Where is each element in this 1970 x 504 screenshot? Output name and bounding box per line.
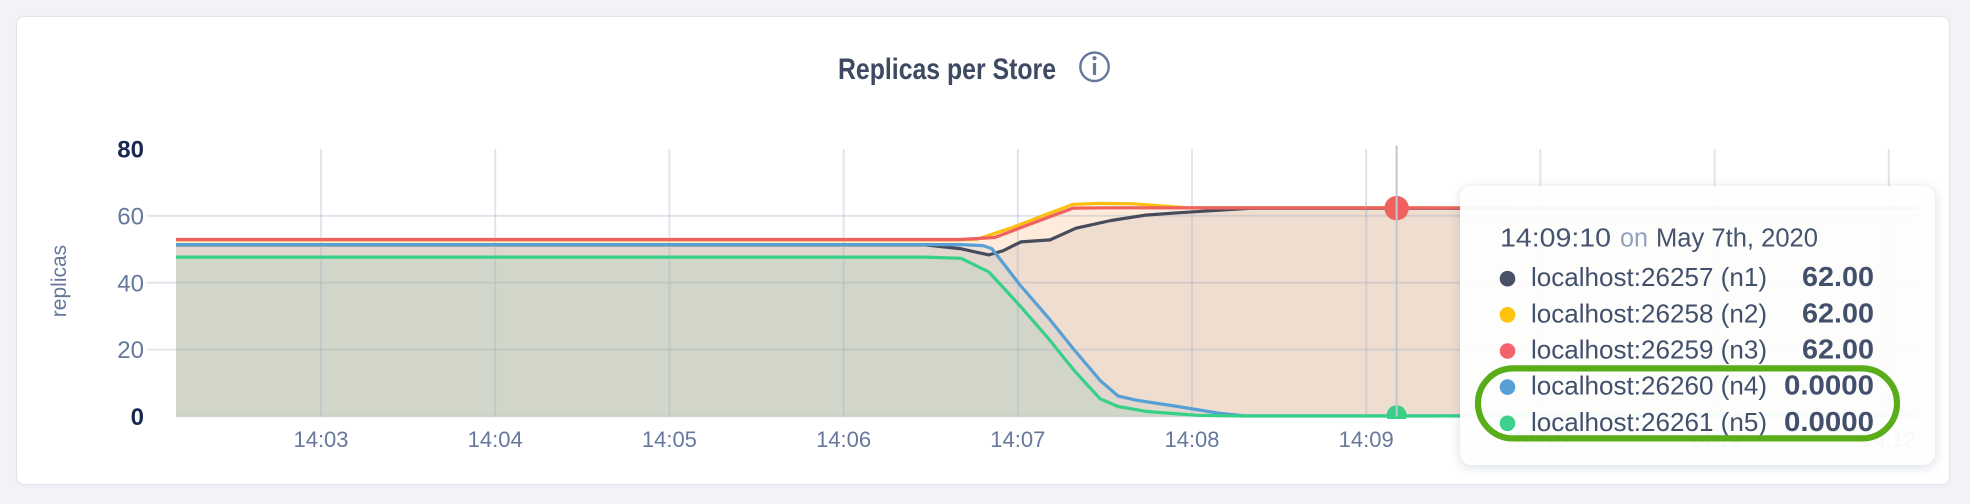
svg-text:replicas: replicas (48, 245, 71, 317)
svg-text:14:08: 14:08 (1164, 427, 1219, 452)
svg-text:14:09:10: 14:09:10 (1500, 225, 1611, 253)
svg-text:localhost:26259 (n3): localhost:26259 (n3) (1531, 335, 1767, 365)
svg-text:80: 80 (117, 137, 144, 164)
svg-text:Replicas per Store: Replicas per Store (838, 53, 1056, 86)
svg-text:20: 20 (117, 337, 144, 364)
svg-text:14:03: 14:03 (293, 427, 348, 452)
svg-text:0.0000: 0.0000 (1784, 406, 1874, 437)
svg-text:on: on (1620, 225, 1648, 253)
svg-text:14:06: 14:06 (816, 427, 871, 452)
svg-text:0: 0 (131, 404, 144, 431)
svg-text:40: 40 (117, 270, 144, 297)
svg-text:localhost:26258 (n2): localhost:26258 (n2) (1531, 298, 1767, 328)
svg-text:14:05: 14:05 (642, 427, 697, 452)
svg-text:62.00: 62.00 (1802, 334, 1874, 365)
svg-text:0.0000: 0.0000 (1784, 370, 1874, 401)
svg-text:localhost:26261 (n5): localhost:26261 (n5) (1531, 407, 1767, 437)
svg-text:14:04: 14:04 (468, 427, 523, 452)
svg-text:localhost:26257 (n1): localhost:26257 (n1) (1531, 262, 1767, 292)
svg-text:May 7th, 2020: May 7th, 2020 (1656, 225, 1818, 253)
svg-text:60: 60 (117, 203, 144, 230)
svg-text:62.00: 62.00 (1802, 261, 1874, 292)
svg-text:localhost:26260 (n4): localhost:26260 (n4) (1531, 371, 1767, 401)
svg-text:14:09: 14:09 (1339, 427, 1394, 452)
svg-text:62.00: 62.00 (1802, 297, 1874, 328)
svg-text:14:07: 14:07 (990, 427, 1045, 452)
